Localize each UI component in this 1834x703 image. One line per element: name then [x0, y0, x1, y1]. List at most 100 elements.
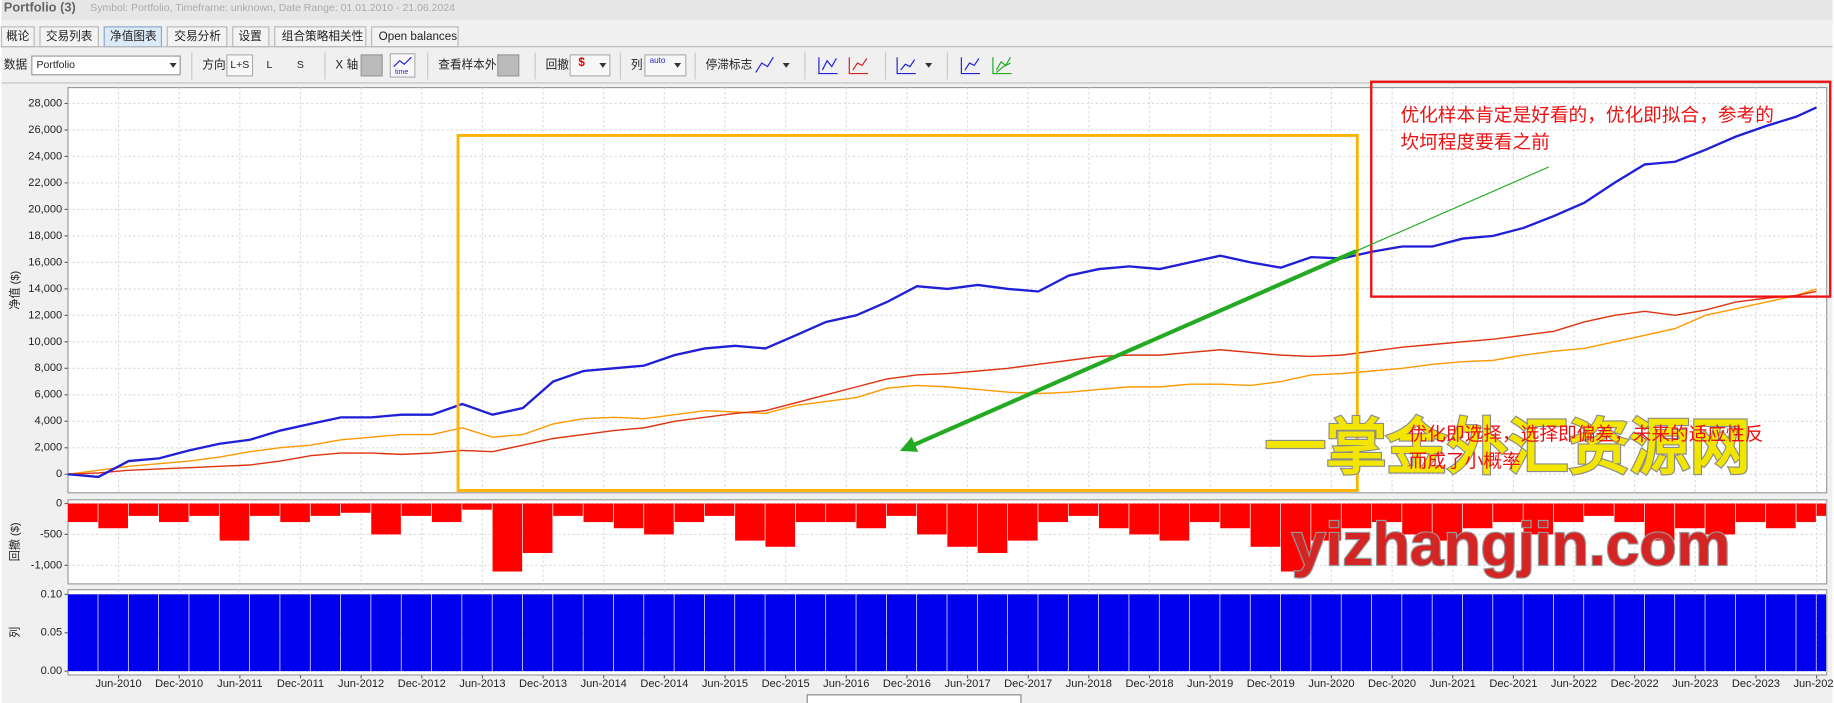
bar — [1523, 594, 1554, 672]
bar — [1311, 594, 1341, 672]
chart-icon[interactable] — [896, 57, 916, 75]
y-tick-label: 2,000 — [34, 442, 62, 454]
drawdown-icon[interactable] — [569, 54, 611, 77]
out-of-sample-icon[interactable] — [497, 54, 520, 77]
bar — [1038, 503, 1068, 523]
tab-label[interactable]: Open balances — [379, 30, 458, 43]
annotation: 优化即选择，选择即偏差，未来的适应性反 — [1409, 424, 1764, 445]
y-tick-label: 16,000 — [28, 256, 62, 268]
bar — [1644, 503, 1675, 541]
highlight-box — [1370, 80, 1832, 298]
annotation: 而成了小概率 — [1409, 450, 1521, 471]
bar — [522, 594, 553, 672]
data-value[interactable]: Portfolio — [36, 59, 75, 71]
tab-label[interactable]: 交易列表 — [46, 29, 93, 43]
x-tick-label: Jun-2011 — [217, 678, 262, 690]
bar — [1280, 594, 1311, 672]
tab-label[interactable]: 净值图表 — [110, 29, 157, 43]
bar — [462, 594, 492, 672]
dropdown-arrow — [925, 63, 933, 68]
x-tick-label: Jun-2023 — [1672, 678, 1718, 690]
tab-label[interactable]: 交易分析 — [174, 29, 221, 43]
bar — [765, 503, 796, 547]
scrollbar[interactable] — [806, 694, 1022, 703]
data-select[interactable] — [31, 55, 181, 76]
bar — [1402, 594, 1432, 672]
bar — [553, 503, 583, 516]
bar — [765, 594, 796, 672]
bar — [1371, 503, 1402, 523]
direction-option[interactable]: S — [297, 59, 304, 71]
drawdown-icon-label: $ — [578, 56, 585, 69]
y-tick-label: -1,000 — [31, 559, 62, 571]
chart-icon[interactable] — [848, 57, 868, 75]
y-tick-label: 26,000 — [28, 124, 62, 136]
bar — [886, 503, 917, 516]
tab-label[interactable]: 概论 — [6, 29, 30, 43]
bar — [371, 594, 401, 672]
bar — [644, 503, 674, 535]
bar — [613, 503, 644, 529]
out-of-sample-label: 查看样本外 — [438, 57, 497, 71]
bar — [1008, 594, 1038, 672]
x-tick-label: Jun-2019 — [1187, 678, 1233, 690]
x-tick-label: Jun-2015 — [702, 678, 748, 690]
y-tick-label: 4,000 — [34, 415, 62, 427]
y-tick-label: 14,000 — [28, 283, 62, 295]
direction-option[interactable]: L — [267, 59, 273, 71]
bar — [401, 503, 432, 516]
bar — [1766, 503, 1796, 529]
bar — [674, 503, 705, 523]
x-axis-icon-label: time — [395, 69, 408, 76]
equity-line — [67, 290, 1817, 475]
bar — [98, 594, 128, 672]
x-tick-label: Dec-2014 — [640, 678, 688, 690]
bar — [249, 503, 280, 516]
direction-option[interactable]: L+S — [230, 59, 249, 71]
x-axis-label: X 轴 — [335, 57, 358, 71]
bar — [219, 503, 250, 541]
bar — [1584, 503, 1614, 516]
tab-label[interactable]: 组合策略相关性 — [282, 29, 364, 43]
stagnation-icon[interactable] — [755, 56, 774, 73]
equity-line — [67, 288, 1817, 475]
y-tick-label: 10,000 — [28, 336, 62, 348]
bar — [128, 594, 159, 672]
bar — [249, 594, 280, 672]
x-tick-label: Dec-2019 — [1247, 678, 1295, 690]
x-tick-label: Jun-2024 — [1793, 678, 1834, 690]
bar — [1584, 594, 1614, 672]
icon-line — [393, 56, 412, 67]
bar — [1129, 503, 1159, 535]
chart-icon[interactable] — [992, 56, 1012, 75]
x-tick-label: Jun-2014 — [581, 678, 627, 690]
bar — [1068, 594, 1099, 672]
y-tick-label: 12,000 — [28, 309, 62, 321]
bar — [1675, 594, 1705, 672]
y-tick-label: 0 — [56, 497, 62, 509]
x-axis-icon[interactable] — [360, 54, 383, 77]
window-title: Portfolio (3) — [4, 0, 76, 15]
bar — [280, 503, 310, 523]
x-tick-label: Jun-2018 — [1066, 678, 1112, 690]
y-tick-label: 0.05 — [41, 627, 63, 639]
column-icon[interactable] — [644, 54, 687, 77]
bar — [644, 594, 674, 672]
chart-icon[interactable] — [960, 57, 981, 75]
y-axis-label: 列 — [7, 627, 21, 638]
bar — [1614, 594, 1645, 672]
x-tick-label: Jun-2016 — [823, 678, 869, 690]
bar — [68, 594, 98, 672]
tab-label[interactable]: 设置 — [239, 30, 263, 43]
equity-line — [67, 106, 1818, 479]
direction-button[interactable] — [226, 54, 254, 77]
bar — [1008, 503, 1038, 541]
x-tick-label: Dec-2018 — [1125, 678, 1173, 690]
bar — [1705, 594, 1736, 672]
bar — [1098, 594, 1129, 672]
plots: 0 2,000 4,000 6,000 8,000 10,000 12,000 14,000 1… — [7, 86, 1834, 690]
direction-label: 方向 — [202, 57, 225, 71]
chart-icon[interactable] — [818, 57, 838, 75]
bar — [1523, 503, 1554, 535]
